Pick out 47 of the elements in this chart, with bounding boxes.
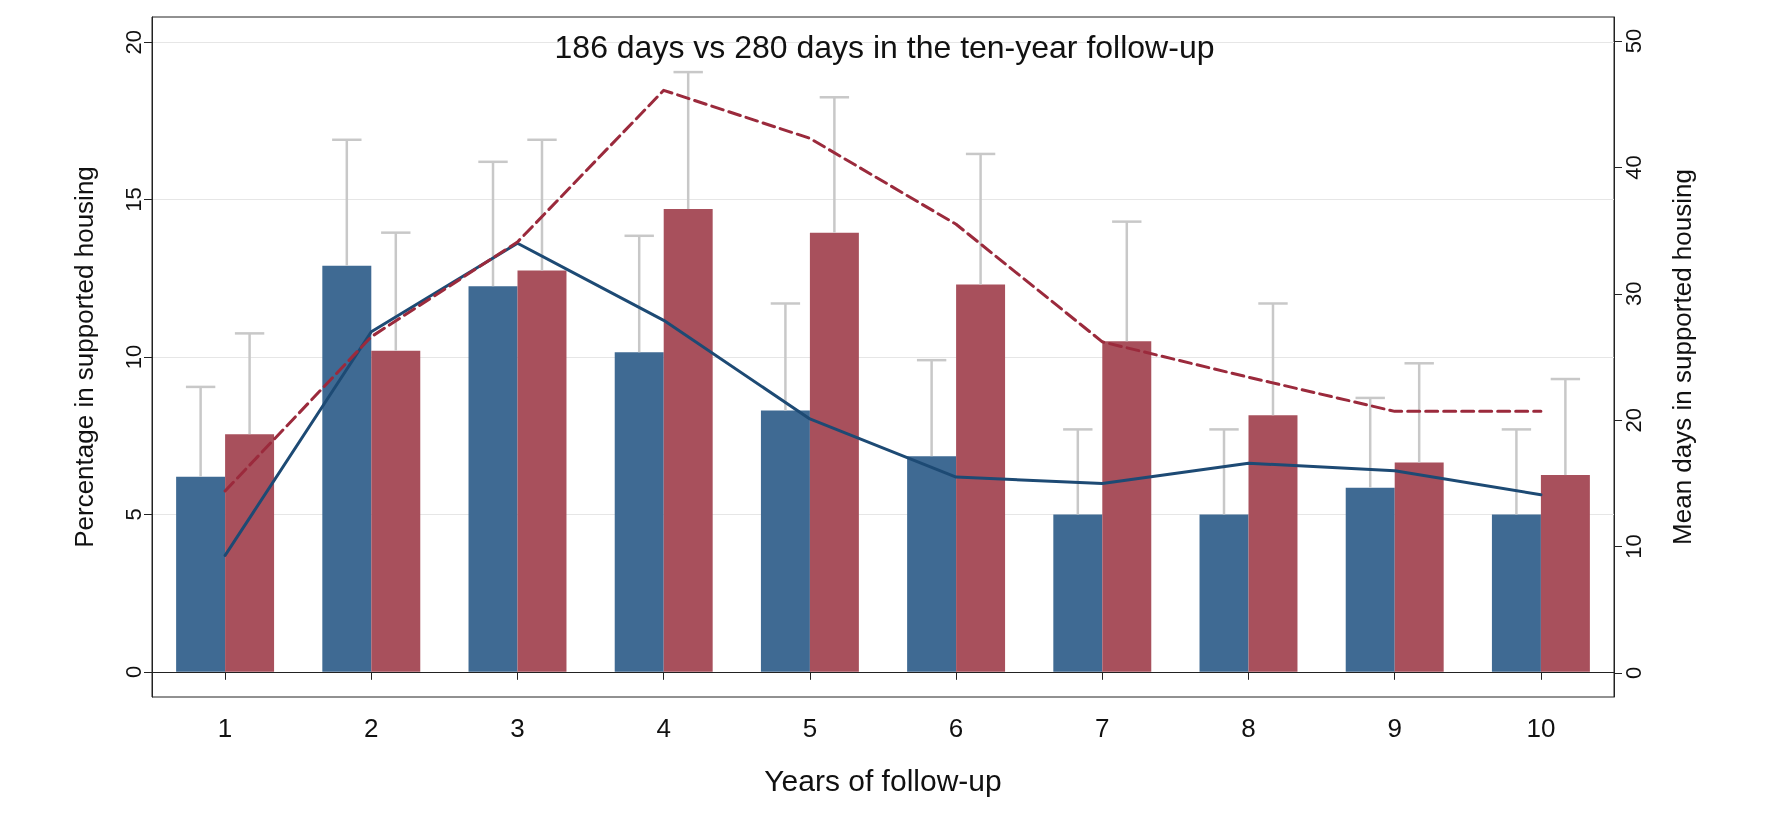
- x-axis-title: Years of follow-up: [764, 763, 1002, 797]
- y2-tick-label: 30: [1620, 281, 1646, 307]
- y2-axis-title: Mean days in supported housing: [1667, 169, 1697, 545]
- bar: [614, 352, 664, 672]
- x-tick-label: 6: [948, 713, 964, 743]
- x-tick-label: 7: [1095, 713, 1110, 743]
- bar: [1102, 341, 1152, 672]
- y2-tick-label: 0: [1620, 666, 1646, 680]
- y-tick-label: 15: [120, 187, 146, 212]
- bar: [1491, 514, 1541, 672]
- y-tick-label: 20: [120, 29, 146, 55]
- bar: [176, 476, 226, 672]
- bar: [760, 410, 810, 672]
- x-tick-label: 2: [364, 713, 379, 743]
- bar: [322, 265, 372, 672]
- bar: [956, 284, 1006, 672]
- y2-tick-label: 10: [1620, 534, 1646, 559]
- bar: [907, 456, 957, 672]
- bar: [1248, 415, 1298, 672]
- y-tick-label: 10: [120, 344, 146, 370]
- x-tick-label: 5: [802, 713, 818, 743]
- x-tick-label: 3: [510, 713, 525, 743]
- x-tick-label: 9: [1387, 713, 1402, 743]
- line-series: [223, 88, 1543, 493]
- x-tick-label: 1: [217, 713, 233, 743]
- x-tick-label: 4: [656, 713, 671, 743]
- bar: [1394, 462, 1444, 672]
- bar: [1053, 514, 1103, 672]
- chart-title: 186 days vs 280 days in the ten-year follow-up: [554, 29, 1215, 65]
- y-tick-label: 5: [120, 508, 146, 521]
- y-tick-label: 0: [120, 665, 146, 678]
- x-tick-label: 8: [1241, 713, 1256, 743]
- bar: [663, 209, 713, 672]
- bar: [517, 270, 567, 672]
- y-axis-title: Percentage in supported housing: [69, 166, 99, 548]
- line-series: [223, 241, 1543, 557]
- bar: [1345, 487, 1395, 672]
- y2-tick-label: 50: [1620, 28, 1646, 54]
- bar: [1540, 475, 1590, 672]
- y2-tick-label: 20: [1620, 407, 1646, 433]
- x-tick-label: 10: [1526, 713, 1556, 743]
- y2-tick-label: 40: [1620, 155, 1646, 180]
- bar: [809, 232, 859, 672]
- bar: [225, 434, 275, 672]
- bar: [371, 350, 421, 672]
- bar: [468, 286, 518, 672]
- bar: [1199, 514, 1249, 672]
